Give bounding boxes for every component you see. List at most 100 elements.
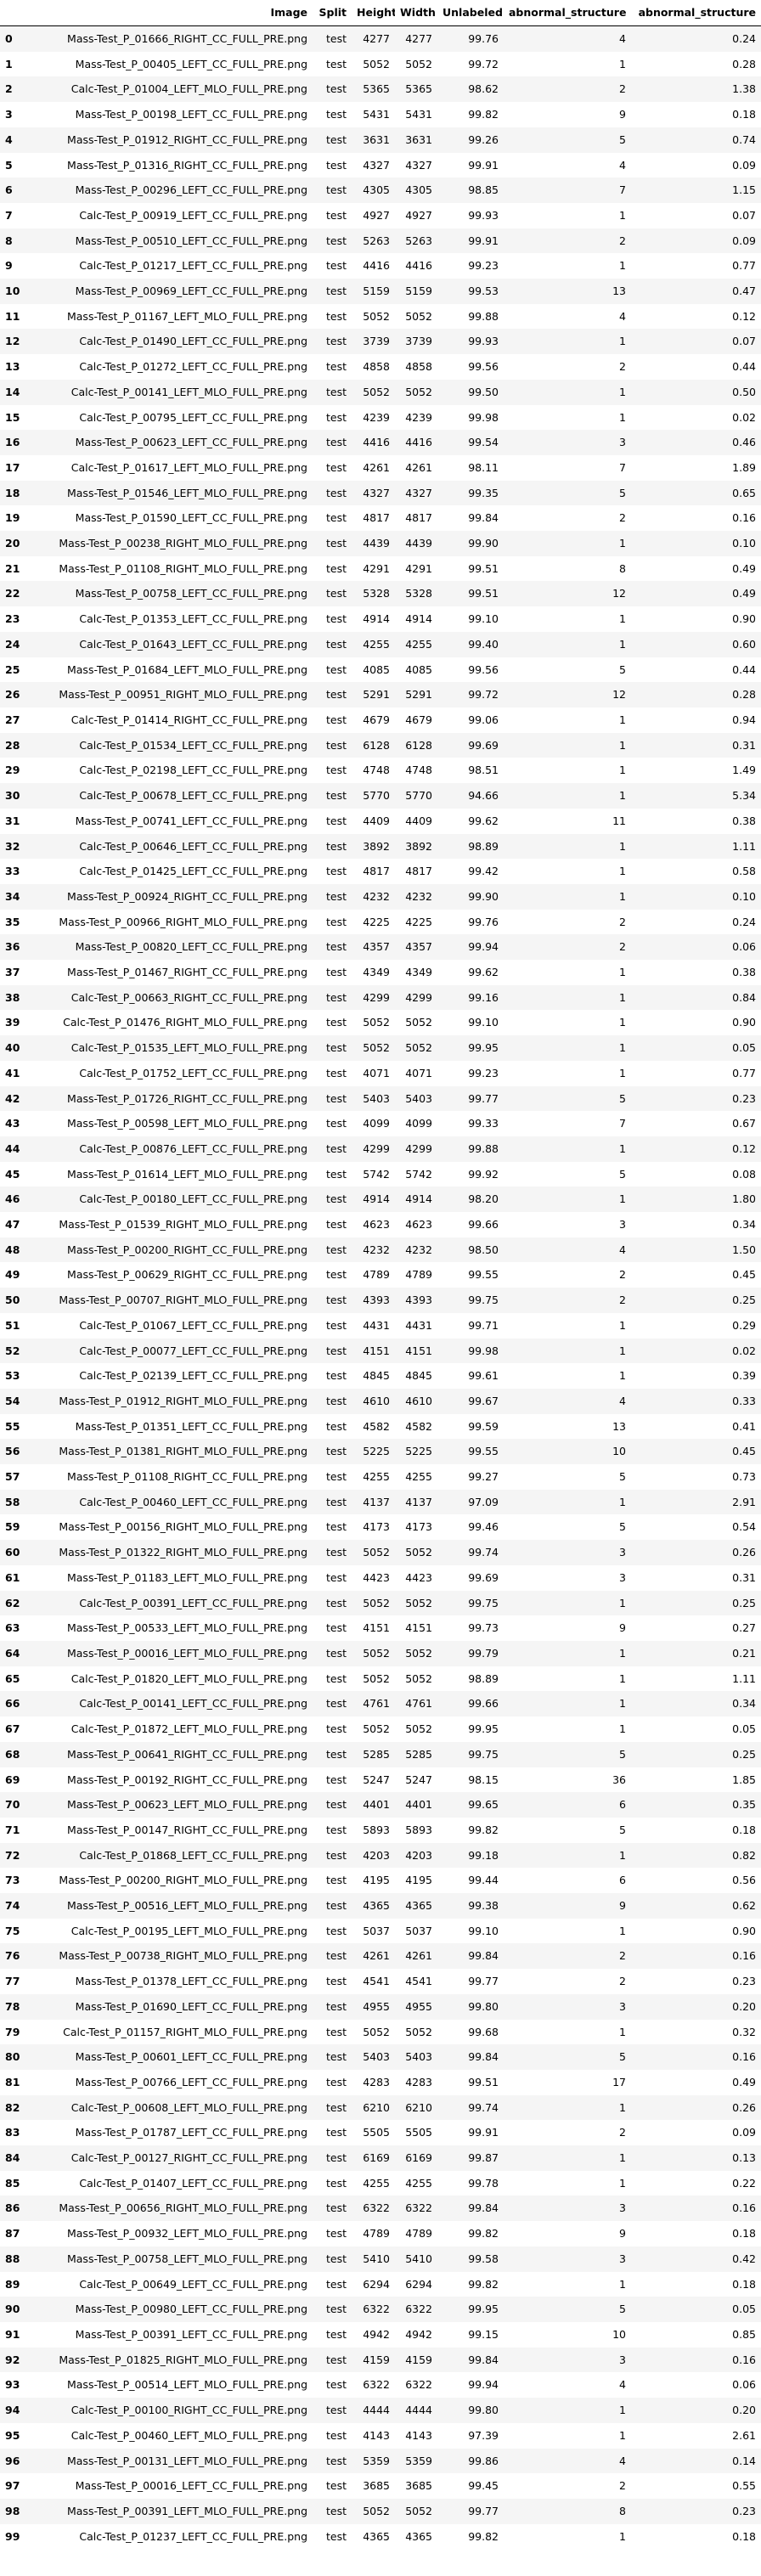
cell-split: test — [325, 1167, 347, 1181]
cell-width: 4761 — [405, 1697, 432, 1711]
cell-split: test — [325, 1570, 347, 1584]
cell-abnormal-structure-count: 4 — [619, 2454, 626, 2467]
cell-split: test — [325, 966, 347, 979]
cell-abnormal-structure-count: 1 — [619, 1369, 626, 1383]
cell-width: 6210 — [405, 2100, 432, 2114]
cell-split: test — [325, 2353, 347, 2366]
cell-split: test — [325, 1899, 347, 1913]
cell-abnormal-structure-count: 1 — [619, 1066, 626, 1079]
row-index: 91 — [5, 2327, 20, 2341]
cell-split: test — [325, 2126, 347, 2139]
cell-abnormal-structure-count: 1 — [619, 612, 626, 626]
cell-image: Mass-Test_P_00741_LEFT_CC_FULL_PRE.png — [75, 814, 307, 827]
row-index: 15 — [5, 410, 20, 424]
cell-height: 4439 — [363, 537, 390, 550]
cell-height: 4203 — [363, 1848, 390, 1862]
cell-split: test — [325, 1066, 347, 1079]
cell-height: 4401 — [363, 1798, 390, 1812]
cell-abnormal-structure-count: 9 — [619, 1621, 626, 1635]
cell-abnormal-structure-count: 1 — [619, 1041, 626, 1055]
table-row: 34 Mass-Test_P_00924_RIGHT_CC_FULL_PRE.pn… — [0, 883, 761, 910]
cell-split: test — [325, 1243, 347, 1256]
table-row: 27 Calc-Test_P_01414_RIGHT_CC_FULL_PRE.pn… — [0, 707, 761, 733]
cell-abnormal-structure-pct: 0.31 — [732, 738, 756, 752]
table-row: 44 Calc-Test_P_00876_LEFT_CC_FULL_PRE.png… — [0, 1136, 761, 1162]
table-row: 38 Calc-Test_P_00663_RIGHT_CC_FULL_PRE.pn… — [0, 984, 761, 1011]
cell-height: 4365 — [363, 2529, 390, 2543]
cell-width: 5359 — [405, 2454, 432, 2467]
cell-split: test — [325, 915, 347, 928]
cell-abnormal-structure-count: 5 — [619, 486, 626, 499]
cell-abnormal-structure-count: 10 — [612, 2327, 626, 2341]
cell-height: 5052 — [363, 1647, 390, 1660]
cell-image: Calc-Test_P_00649_LEFT_CC_FULL_PRE.png — [79, 2277, 307, 2291]
cell-height: 4679 — [363, 713, 390, 726]
row-index: 55 — [5, 1419, 20, 1433]
cell-abnormal-structure-count: 1 — [619, 1344, 626, 1357]
row-index: 49 — [5, 1268, 20, 1282]
table-row: 61 Mass-Test_P_01183_LEFT_MLO_FULL_PRE.pn… — [0, 1564, 761, 1591]
cell-image: Mass-Test_P_00641_RIGHT_CC_FULL_PRE.png — [67, 1747, 307, 1761]
row-index: 3 — [5, 108, 13, 121]
cell-height: 5365 — [363, 82, 390, 96]
row-index: 60 — [5, 1546, 20, 1559]
cell-height: 4623 — [363, 1218, 390, 1232]
row-index: 73 — [5, 1874, 20, 1887]
cell-image: Mass-Test_P_00192_RIGHT_CC_FULL_PRE.png — [67, 1773, 307, 1786]
cell-width: 4927 — [405, 208, 432, 222]
cell-unlabeled: 94.66 — [468, 789, 499, 803]
cell-unlabeled: 99.27 — [468, 1470, 499, 1484]
cell-unlabeled: 99.55 — [468, 1268, 499, 1282]
cell-abnormal-structure-count: 36 — [612, 1773, 626, 1786]
cell-image: Mass-Test_P_01787_LEFT_CC_FULL_PRE.png — [75, 2126, 307, 2139]
cell-height: 4071 — [363, 1066, 390, 1079]
cell-height: 4858 — [363, 360, 390, 374]
table-row: 97 Mass-Test_P_00016_LEFT_CC_FULL_PRE.png… — [0, 2473, 761, 2499]
cell-height: 4416 — [363, 259, 390, 273]
cell-unlabeled: 99.10 — [468, 1924, 499, 1937]
cell-unlabeled: 99.88 — [468, 1141, 499, 1155]
table-row: 20 Mass-Test_P_00238_RIGHT_MLO_FULL_PRE.p… — [0, 531, 761, 556]
table-row: 89 Calc-Test_P_00649_LEFT_CC_FULL_PRE.png… — [0, 2271, 761, 2297]
table-row: 90 Mass-Test_P_00980_LEFT_CC_FULL_PRE.png… — [0, 2297, 761, 2322]
row-index: 52 — [5, 1344, 20, 1357]
row-index: 96 — [5, 2454, 20, 2467]
cell-width: 3739 — [405, 335, 432, 348]
row-index: 83 — [5, 2126, 20, 2139]
cell-abnormal-structure-count: 7 — [619, 460, 626, 474]
table-row: 86 Mass-Test_P_00656_RIGHT_MLO_FULL_PRE.p… — [0, 2196, 761, 2222]
cell-width: 4203 — [405, 1848, 432, 1862]
cell-image: Mass-Test_P_00514_LEFT_MLO_FULL_PRE.png — [66, 2378, 307, 2392]
table-row: 5 Mass-Test_P_01316_RIGHT_CC_FULL_PRE.png… — [0, 152, 761, 178]
table-row: 63 Mass-Test_P_00533_LEFT_MLO_FULL_PRE.pn… — [0, 1615, 761, 1641]
cell-abnormal-structure-count: 7 — [619, 183, 626, 197]
cell-abnormal-structure-count: 2 — [619, 234, 626, 247]
cell-unlabeled: 99.66 — [468, 1697, 499, 1711]
cell-width: 4195 — [405, 1874, 432, 1887]
cell-unlabeled: 99.95 — [468, 1722, 499, 1736]
cell-abnormal-structure-pct: 0.74 — [732, 132, 756, 146]
cell-unlabeled: 99.26 — [468, 132, 499, 146]
row-index: 53 — [5, 1369, 20, 1383]
cell-unlabeled: 99.91 — [468, 158, 499, 172]
table-row: 66 Calc-Test_P_00141_LEFT_CC_FULL_PRE.png… — [0, 1691, 761, 1717]
cell-width: 4365 — [405, 2529, 432, 2543]
cell-unlabeled: 99.92 — [468, 1167, 499, 1181]
cell-split: test — [325, 1747, 347, 1761]
cell-height: 3892 — [363, 839, 390, 853]
cell-image: Calc-Test_P_01643_LEFT_CC_FULL_PRE.png — [79, 637, 307, 651]
cell-width: 5770 — [405, 789, 432, 803]
cell-abnormal-structure-count: 5 — [619, 1823, 626, 1836]
cell-image: Mass-Test_P_01467_RIGHT_CC_FULL_PRE.png — [67, 966, 307, 979]
cell-width: 4789 — [405, 2227, 432, 2241]
cell-image: Mass-Test_P_00598_LEFT_MLO_FULL_PRE.png — [66, 1117, 307, 1130]
cell-height: 4291 — [363, 561, 390, 575]
cell-abnormal-structure-count: 1 — [619, 764, 626, 777]
cell-abnormal-structure-pct: 0.10 — [732, 889, 756, 903]
cell-abnormal-structure-pct: 0.16 — [732, 1949, 756, 1963]
table-row: 58 Calc-Test_P_00460_LEFT_CC_FULL_PRE.png… — [0, 1489, 761, 1515]
row-index: 9 — [5, 259, 13, 273]
cell-width: 4232 — [405, 889, 432, 903]
cell-image: Calc-Test_P_01490_LEFT_CC_FULL_PRE.png — [79, 335, 307, 348]
